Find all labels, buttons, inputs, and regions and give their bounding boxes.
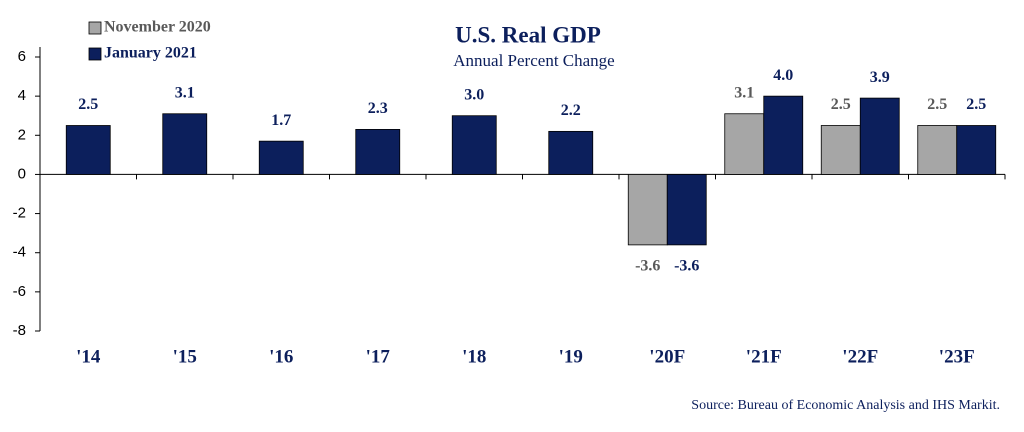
value-label: 2.5 — [927, 96, 947, 113]
y-tick-label: -4 — [13, 244, 26, 261]
value-label: 3.1 — [175, 84, 195, 101]
bar — [820, 125, 861, 175]
y-tick-label: 6 — [18, 48, 26, 65]
x-tick-label: '15 — [173, 346, 197, 367]
value-label: 2.5 — [831, 96, 851, 113]
y-tick-label: 2 — [18, 126, 26, 143]
bar — [763, 95, 804, 175]
value-label: 3.1 — [734, 84, 754, 101]
legend-swatch — [88, 21, 102, 35]
x-tick-label: '14 — [76, 346, 101, 367]
value-label: 3.9 — [870, 69, 890, 86]
bar — [548, 130, 594, 175]
chart-subtitle: Annual Percent Change — [453, 51, 614, 70]
bar — [258, 140, 304, 175]
value-label: -3.6 — [674, 258, 699, 275]
bar — [451, 115, 497, 175]
value-label: 2.5 — [966, 96, 986, 113]
legend-label: January 2021 — [104, 45, 197, 62]
bar — [917, 125, 958, 175]
y-tick-label: 4 — [18, 87, 26, 104]
bar — [666, 174, 707, 246]
value-label: 4.0 — [773, 67, 793, 84]
value-label: 2.5 — [78, 96, 98, 113]
x-tick-label: '16 — [269, 346, 293, 367]
y-tick-label: 0 — [18, 165, 26, 182]
legend-label: November 2020 — [104, 19, 211, 36]
value-label: 1.7 — [271, 112, 291, 129]
x-tick-label: '22F — [842, 346, 878, 367]
bar — [956, 125, 997, 175]
bar — [724, 113, 765, 175]
value-label: -3.6 — [635, 258, 660, 275]
bar — [65, 125, 111, 175]
value-label: 3.0 — [464, 86, 484, 103]
legend-swatch — [88, 47, 102, 61]
y-tick-label: -8 — [13, 322, 26, 339]
x-tick-label: '23F — [939, 346, 975, 367]
chart-title: U.S. Real GDP — [455, 22, 601, 47]
bar — [355, 129, 401, 175]
value-label: 2.3 — [368, 100, 388, 117]
bar — [627, 174, 668, 246]
x-tick-label: '20F — [649, 346, 685, 367]
y-tick-label: -2 — [13, 205, 26, 222]
source-note: Source: Bureau of Economic Analysis and … — [691, 398, 1000, 413]
bar — [859, 97, 900, 175]
x-tick-label: '17 — [366, 346, 391, 367]
value-label: 2.2 — [561, 102, 581, 119]
y-tick-label: -6 — [13, 283, 26, 300]
bar — [162, 113, 208, 175]
x-tick-label: '18 — [462, 346, 486, 367]
x-tick-label: '21F — [746, 346, 782, 367]
x-tick-label: '19 — [559, 346, 583, 367]
